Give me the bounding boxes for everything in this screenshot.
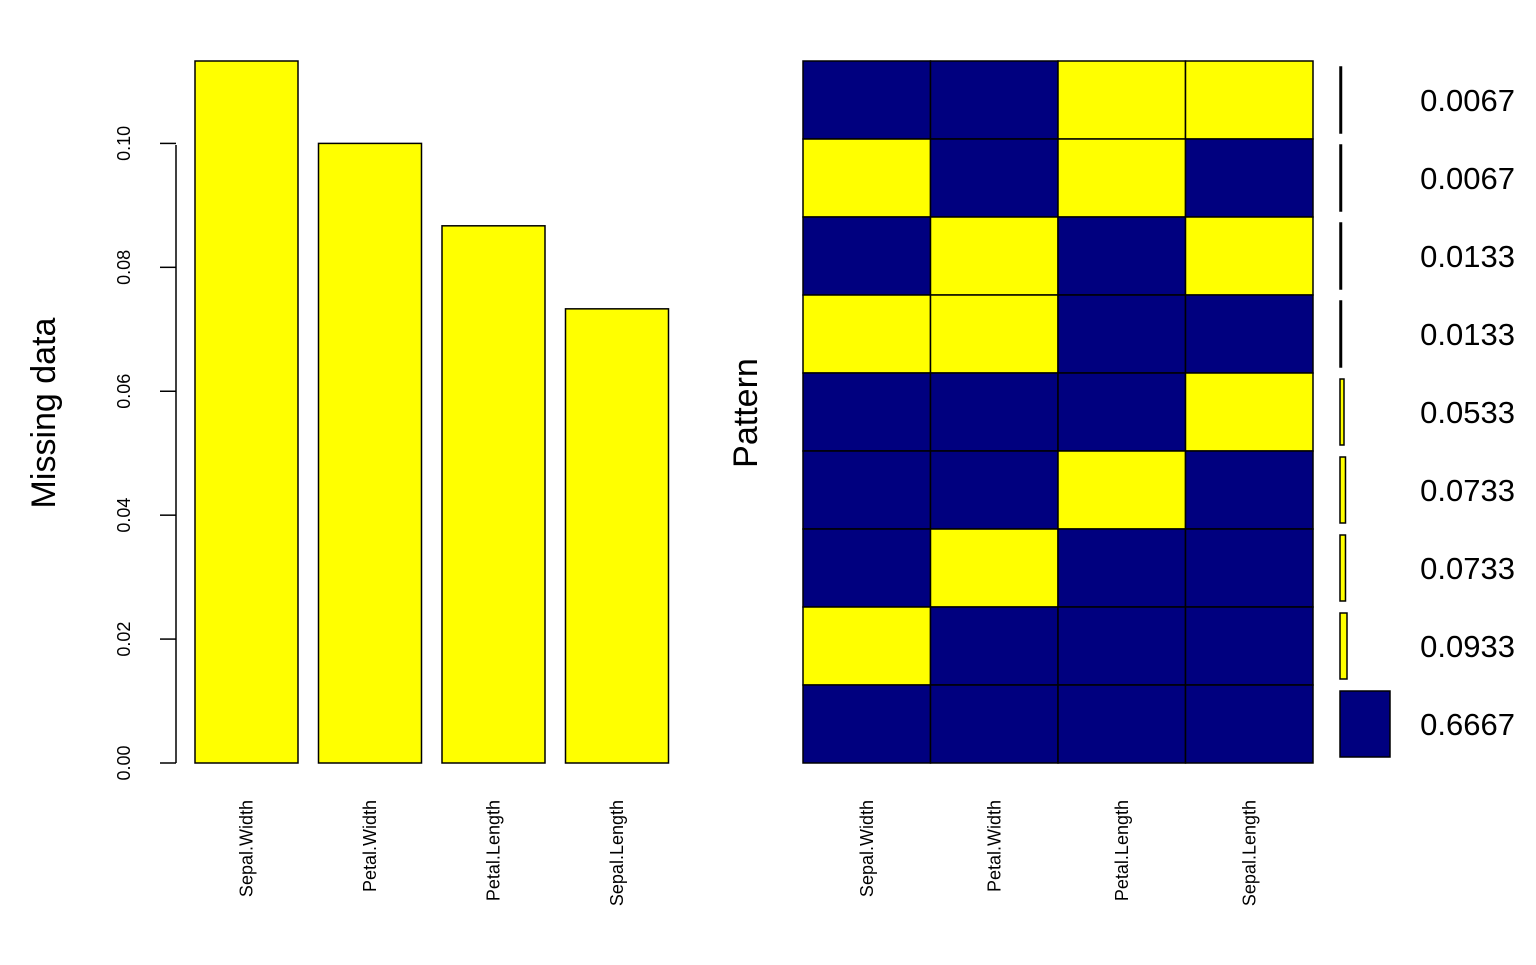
pattern-cell (929, 528, 1059, 608)
bar-x-labels: Sepal.Width Petal.Width Petal.Length Sepal.… (237, 800, 628, 906)
pattern-cell (1184, 216, 1314, 296)
pattern-cell (802, 294, 932, 374)
pattern-proportion-label: 0.0067 (1420, 161, 1515, 196)
bar-sepal-length (564, 308, 670, 764)
pattern-axis-title: Pattern (727, 358, 765, 468)
bar-petal-length (441, 225, 546, 764)
y-tick-label: 0.00 (114, 745, 134, 780)
missing-proportion-bar-chart: Missing data 0.00 0.02 0.04 0.06 0.08 0.10 Se… (25, 60, 670, 906)
pattern-cell (929, 294, 1059, 374)
pattern-cell (1184, 372, 1314, 452)
pattern-cell (1057, 138, 1187, 218)
pattern-cell (929, 684, 1059, 764)
pattern-cell (1184, 294, 1314, 374)
bar-x-label: Petal.Length (484, 800, 504, 901)
bar-x-label: Petal.Width (360, 800, 380, 892)
y-tick-label: 0.10 (114, 126, 134, 161)
pattern-cell (929, 138, 1059, 218)
pattern-cells (802, 60, 1314, 764)
pattern-x-label: Sepal.Width (857, 800, 877, 897)
bar-x-label: Sepal.Length (607, 800, 627, 906)
pattern-cell (1057, 528, 1187, 608)
pattern-cell (1057, 372, 1187, 452)
pattern-cell (1184, 606, 1314, 686)
pattern-proportion-label: 0.0067 (1420, 83, 1515, 118)
pattern-cell (802, 60, 932, 140)
pattern-proportion-bar (1339, 222, 1343, 290)
pattern-cell (802, 372, 932, 452)
bar-sepal-width (194, 60, 299, 764)
pattern-proportion-label: 0.0933 (1420, 629, 1515, 664)
pattern-proportion-bar (1339, 378, 1345, 446)
pattern-proportion-label: 0.0733 (1420, 473, 1515, 508)
pattern-proportion-bar (1339, 144, 1343, 212)
pattern-cell (1057, 450, 1187, 530)
bar-petal-width (317, 142, 423, 764)
pattern-cell (1184, 528, 1314, 608)
y-tick-label: 0.02 (114, 622, 134, 657)
pattern-cell (1057, 294, 1187, 374)
pattern-cell (929, 606, 1059, 686)
y-tick-label: 0.04 (114, 498, 134, 533)
pattern-proportion-bar (1339, 66, 1343, 134)
pattern-proportion-bars (1339, 66, 1391, 758)
pattern-proportion-labels: 0.0067 0.0067 0.0133 0.0133 0.0533 0.0733 0.07… (1420, 83, 1515, 742)
bars (194, 60, 670, 764)
pattern-proportion-bar (1339, 612, 1348, 680)
pattern-cell (1184, 450, 1314, 530)
pattern-cell (802, 606, 932, 686)
pattern-proportion-label: 0.0133 (1420, 239, 1515, 274)
y-axis-title: Missing data (25, 317, 63, 508)
pattern-cell (1057, 216, 1187, 296)
pattern-proportion-label: 0.6667 (1420, 707, 1515, 742)
pattern-x-label: Petal.Width (984, 800, 1004, 892)
pattern-proportion-bar (1339, 456, 1347, 524)
pattern-cell (802, 528, 932, 608)
pattern-cell (1057, 684, 1187, 764)
pattern-x-label: Sepal.Length (1239, 800, 1259, 906)
pattern-cell (929, 216, 1059, 296)
pattern-proportion-bar (1339, 300, 1343, 368)
y-tick-label: 0.08 (114, 250, 134, 285)
missing-pattern-grid: Pattern Sepal.Width Petal.Width Petal.Leng… (727, 60, 1515, 906)
pattern-cell (1057, 60, 1187, 140)
pattern-cell (1057, 606, 1187, 686)
pattern-cell (929, 60, 1059, 140)
pattern-cell (929, 372, 1059, 452)
pattern-cell (802, 138, 932, 218)
pattern-cell (1184, 138, 1314, 218)
pattern-proportion-label: 0.0533 (1420, 395, 1515, 430)
bar-x-label: Sepal.Width (237, 800, 257, 897)
pattern-proportion-bar (1339, 690, 1391, 758)
pattern-cell (929, 450, 1059, 530)
pattern-cell (1184, 60, 1314, 140)
pattern-cell (802, 216, 932, 296)
pattern-proportion-bar (1339, 534, 1347, 602)
pattern-x-label: Petal.Length (1112, 800, 1132, 901)
pattern-cell (1184, 684, 1314, 764)
y-tick-label: 0.06 (114, 374, 134, 409)
pattern-x-labels: Sepal.Width Petal.Width Petal.Length Sepal.… (857, 800, 1260, 906)
pattern-cell (802, 450, 932, 530)
pattern-proportion-label: 0.0733 (1420, 551, 1515, 586)
y-ticks: 0.00 0.02 0.04 0.06 0.08 0.10 (114, 126, 176, 781)
pattern-proportion-label: 0.0133 (1420, 317, 1515, 352)
pattern-cell (802, 684, 932, 764)
